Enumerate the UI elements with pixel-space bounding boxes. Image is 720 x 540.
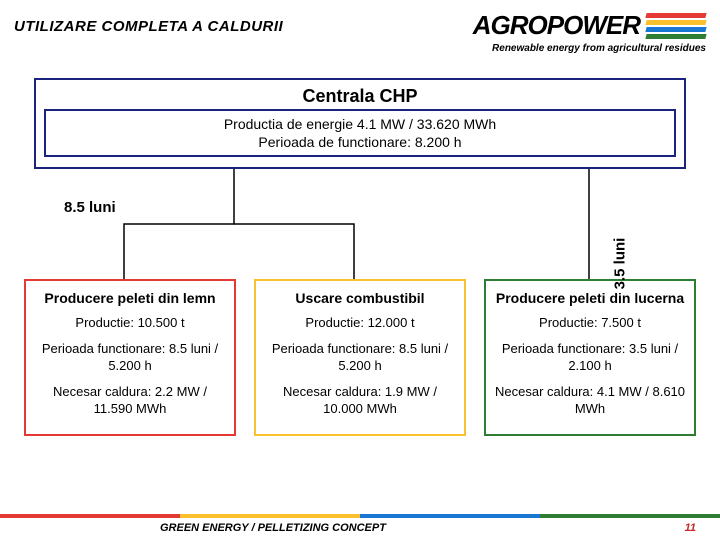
col-productie: Productie: 7.500 t: [492, 314, 688, 332]
col-productie: Productie: 12.000 t: [262, 314, 458, 332]
col-perioada: Perioada functionare: 8.5 luni / 5.200 h: [262, 340, 458, 375]
central-line1: Productia de energie 4.1 MW / 33.620 MWh: [50, 115, 670, 133]
col-necesar: Necesar caldura: 2.2 MW / 11.590 MWh: [32, 383, 228, 418]
column-fuel-drying: Uscare combustibil Productie: 12.000 t P…: [254, 279, 466, 436]
connector-area: 8.5 luni 3.5 luni: [34, 169, 686, 279]
header: UTILIZARE COMPLETA A CALDURII AGROPOWER …: [0, 0, 720, 58]
column-wood-pellets: Producere peleti din lemn Productie: 10.…: [24, 279, 236, 436]
col-perioada: Perioada functionare: 3.5 luni / 2.100 h: [492, 340, 688, 375]
footer: GREEN ENERGY / PELLETIZING CONCEPT 11: [0, 514, 720, 540]
column-alfalfa-pellets: Producere peleti din lucerna Productie: …: [484, 279, 696, 436]
central-subbox: Productia de energie 4.1 MW / 33.620 MWh…: [44, 109, 676, 157]
footer-text: GREEN ENERGY / PELLETIZING CONCEPT: [160, 522, 386, 534]
col-perioada: Perioada functionare: 8.5 luni / 5.200 h: [32, 340, 228, 375]
col-title: Uscare combustibil: [262, 289, 458, 308]
central-line2: Perioada de functionare: 8.200 h: [50, 133, 670, 151]
central-box: Centrala CHP Productia de energie 4.1 MW…: [34, 78, 686, 169]
columns-row: Producere peleti din lemn Productie: 10.…: [0, 279, 720, 436]
tagline: Renewable energy from agricultural resid…: [473, 43, 706, 54]
logo-block: AGROPOWER Renewable energy from agricult…: [473, 10, 706, 54]
logo-stripes-icon: [646, 13, 706, 39]
footer-stripes: [0, 514, 720, 518]
col-title: Producere peleti din lemn: [32, 289, 228, 308]
col-title: Producere peleti din lucerna: [492, 289, 688, 308]
connector-lines: [34, 169, 686, 279]
col-productie: Productie: 10.500 t: [32, 314, 228, 332]
footer-row: GREEN ENERGY / PELLETIZING CONCEPT 11: [0, 518, 720, 540]
col-necesar: Necesar caldura: 1.9 MW / 10.000 MWh: [262, 383, 458, 418]
central-title: Centrala CHP: [44, 86, 676, 107]
col-necesar: Necesar caldura: 4.1 MW / 8.610 MWh: [492, 383, 688, 418]
page-number: 11: [685, 522, 696, 534]
logo-text: AGROPOWER: [473, 10, 640, 41]
page-title: UTILIZARE COMPLETA A CALDURII: [14, 18, 283, 35]
logo-row: AGROPOWER: [473, 10, 706, 41]
